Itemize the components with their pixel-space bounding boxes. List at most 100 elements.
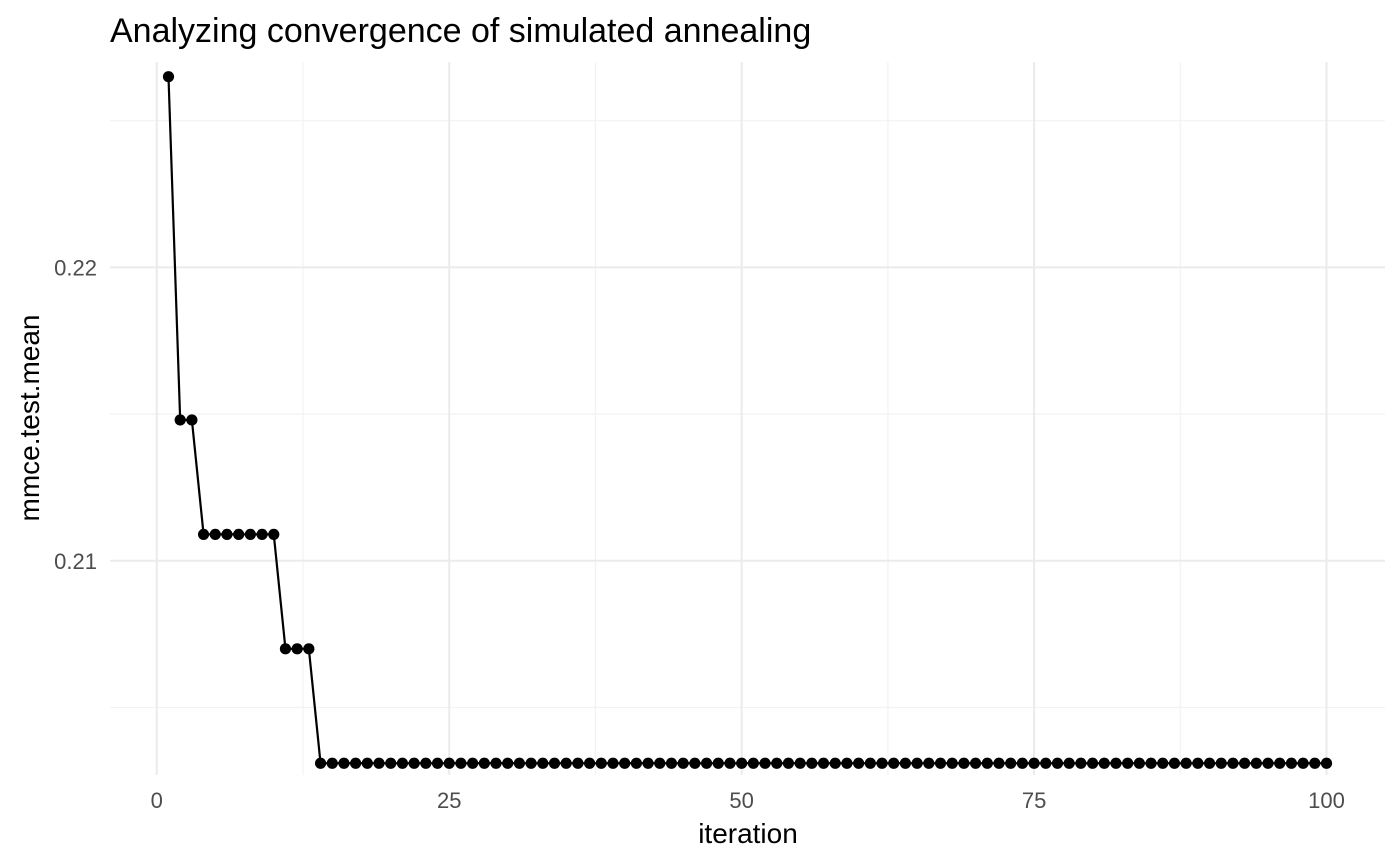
data-point-5 xyxy=(209,528,221,540)
data-point-32 xyxy=(525,757,537,769)
data-point-25 xyxy=(443,757,455,769)
data-point-52 xyxy=(759,757,771,769)
data-point-76 xyxy=(1040,757,1052,769)
data-point-88 xyxy=(1180,757,1192,769)
data-point-4 xyxy=(197,528,210,540)
ticks-layer: 0 25 50 75 100 0.21 0.22 xyxy=(54,255,1345,813)
data-point-70 xyxy=(969,757,982,769)
data-point-96 xyxy=(1274,757,1286,769)
data-point-83 xyxy=(1122,757,1134,769)
data-point-73 xyxy=(1005,757,1017,769)
data-point-9 xyxy=(256,528,268,540)
data-point-45 xyxy=(677,757,689,769)
data-point-29 xyxy=(490,757,502,769)
data-point-50 xyxy=(736,757,748,769)
data-point-87 xyxy=(1168,757,1181,769)
data-point-35 xyxy=(560,757,572,769)
data-point-79 xyxy=(1075,757,1087,769)
data-point-6 xyxy=(221,528,233,540)
data-point-69 xyxy=(958,757,970,769)
data-point-2 xyxy=(174,414,186,426)
y-axis-title: mmce.test.mean xyxy=(14,315,45,522)
data-point-84 xyxy=(1133,757,1145,769)
data-point-95 xyxy=(1262,757,1274,769)
data-point-26 xyxy=(455,757,467,769)
data-point-10 xyxy=(268,528,280,540)
data-point-80 xyxy=(1086,757,1099,769)
data-point-64 xyxy=(899,757,912,769)
data-point-1 xyxy=(162,71,175,83)
data-point-67 xyxy=(934,757,947,769)
data-point-27 xyxy=(467,757,479,769)
data-point-43 xyxy=(654,757,666,769)
data-point-15 xyxy=(326,757,338,769)
data-point-100 xyxy=(1320,757,1333,769)
data-point-86 xyxy=(1157,757,1169,769)
data-point-23 xyxy=(420,757,432,769)
data-point-55 xyxy=(794,757,806,769)
y-tick-label: 0.22 xyxy=(54,255,97,280)
data-point-24 xyxy=(431,757,444,769)
x-tick-label: 100 xyxy=(1308,788,1345,813)
data-point-91 xyxy=(1215,757,1227,769)
data-point-12 xyxy=(291,643,303,655)
data-point-68 xyxy=(946,757,958,769)
data-point-36 xyxy=(572,757,584,769)
data-point-19 xyxy=(373,757,385,769)
data-point-90 xyxy=(1203,757,1216,769)
data-point-89 xyxy=(1192,757,1204,769)
data-point-31 xyxy=(513,757,526,769)
data-point-77 xyxy=(1051,757,1064,769)
data-point-13 xyxy=(303,643,315,655)
data-point-40 xyxy=(619,757,631,769)
data-point-85 xyxy=(1145,757,1157,769)
data-point-93 xyxy=(1239,757,1251,769)
data-point-33 xyxy=(537,757,549,769)
series-layer xyxy=(162,71,1333,769)
data-point-17 xyxy=(350,757,362,769)
data-point-30 xyxy=(502,757,514,769)
data-point-16 xyxy=(338,757,350,769)
data-point-38 xyxy=(595,757,607,769)
data-point-82 xyxy=(1110,757,1122,769)
data-point-59 xyxy=(841,757,853,769)
x-tick-label: 25 xyxy=(437,788,461,813)
data-point-48 xyxy=(712,757,724,769)
data-point-44 xyxy=(665,757,678,769)
data-point-71 xyxy=(981,757,993,769)
data-point-11 xyxy=(279,643,292,655)
data-point-7 xyxy=(233,528,245,540)
data-point-8 xyxy=(244,528,256,540)
x-tick-label: 75 xyxy=(1022,788,1046,813)
data-point-99 xyxy=(1309,757,1321,769)
data-point-63 xyxy=(888,757,900,769)
data-point-78 xyxy=(1063,757,1075,769)
data-point-37 xyxy=(583,757,596,769)
data-point-58 xyxy=(829,757,841,769)
x-axis-title: iteration xyxy=(698,818,798,849)
data-point-98 xyxy=(1297,757,1309,769)
data-point-41 xyxy=(630,757,642,769)
data-point-92 xyxy=(1227,757,1239,769)
data-point-72 xyxy=(993,757,1005,769)
x-tick-label: 0 xyxy=(151,788,163,813)
data-point-46 xyxy=(689,757,701,769)
data-point-97 xyxy=(1285,757,1298,769)
data-point-65 xyxy=(911,757,923,769)
data-point-54 xyxy=(782,757,795,769)
data-point-21 xyxy=(396,757,409,769)
data-point-66 xyxy=(923,757,935,769)
data-point-49 xyxy=(724,757,736,769)
data-point-42 xyxy=(642,757,654,769)
grid-layer xyxy=(110,62,1385,775)
data-point-75 xyxy=(1028,757,1040,769)
data-point-18 xyxy=(361,757,373,769)
data-point-47 xyxy=(700,757,713,769)
data-point-56 xyxy=(806,757,818,769)
data-point-51 xyxy=(747,757,759,769)
y-tick-label: 0.21 xyxy=(54,549,97,574)
data-point-94 xyxy=(1250,757,1262,769)
data-point-53 xyxy=(771,757,783,769)
data-point-28 xyxy=(478,757,490,769)
